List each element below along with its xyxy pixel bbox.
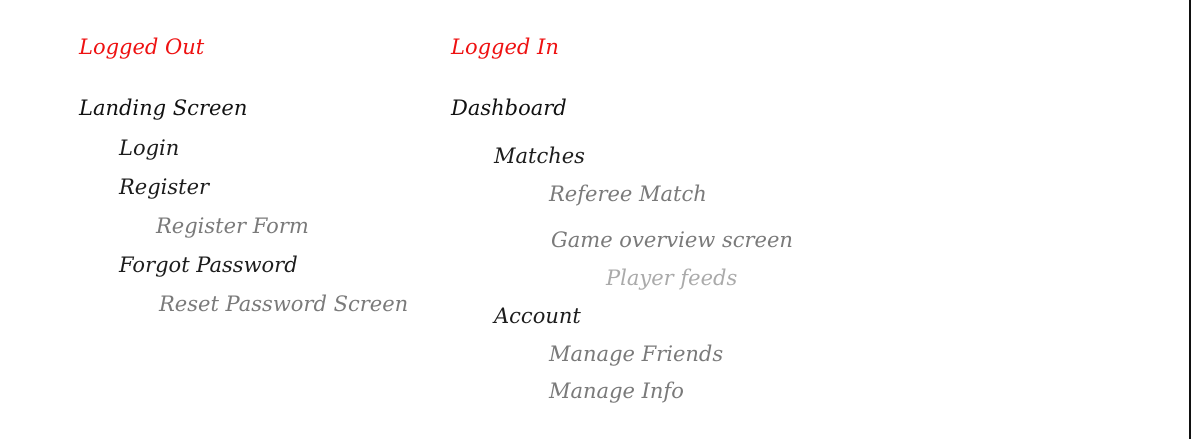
- account-node: Account: [494, 304, 581, 328]
- manage-friends-node: Manage Friends: [549, 342, 724, 366]
- manage-info-node: Manage Info: [549, 379, 684, 403]
- dashboard-node: Dashboard: [451, 96, 567, 120]
- logged-out-section-title: Logged Out: [79, 35, 205, 59]
- register-node: Register: [119, 175, 210, 199]
- logged-in-section-title: Logged In: [451, 35, 559, 59]
- right-border-line: [1189, 0, 1191, 439]
- player-feeds-node: Player feeds: [606, 266, 738, 290]
- forgot-password-node: Forgot Password: [119, 253, 298, 277]
- register-form-node: Register Form: [156, 214, 309, 238]
- game-overview-screen-node: Game overview screen: [551, 228, 793, 252]
- reset-password-screen-node: Reset Password Screen: [159, 292, 409, 316]
- login-node: Login: [119, 136, 180, 160]
- landing-screen-node: Landing Screen: [79, 96, 248, 120]
- matches-node: Matches: [494, 144, 585, 168]
- referee-match-node: Referee Match: [549, 182, 707, 206]
